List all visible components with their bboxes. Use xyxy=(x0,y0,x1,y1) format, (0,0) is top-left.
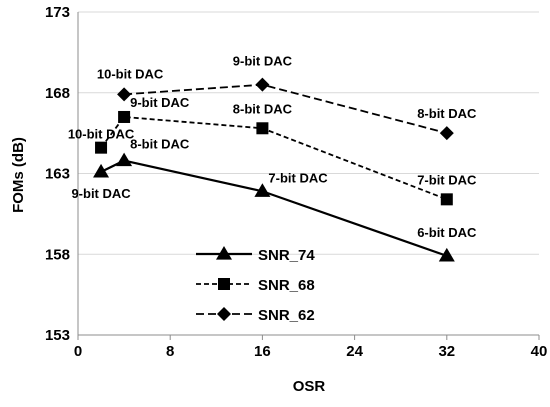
y-tick-label-4: 173 xyxy=(45,4,70,21)
legend-entry-SNR_68: SNR_68 xyxy=(196,277,315,294)
series-line-SNR_68 xyxy=(100,116,448,201)
data-point-SNR_68-2 xyxy=(256,122,269,135)
legend-entry-SNR_74: SNR_74 xyxy=(196,246,315,264)
grid-layer xyxy=(78,11,539,255)
legend-label-SNR_68: SNR_68 xyxy=(258,277,315,294)
series-SNR_68 xyxy=(95,110,453,206)
data-point-SNR_68-3 xyxy=(440,193,453,206)
series-SNR_74 xyxy=(93,152,455,262)
data-point-SNR_74-1 xyxy=(116,152,133,167)
data-label-SNR_62-0: 10-bit DAC xyxy=(97,66,164,81)
axis-layer: 153 158 163 168 173 0 8 16 24 32 40 xyxy=(45,4,547,360)
series-layer xyxy=(93,77,455,262)
data-label-SNR_62-1: 9-bit DAC xyxy=(233,54,293,69)
legend-marker-SNR_62 xyxy=(217,307,231,321)
data-point-SNR_62-2 xyxy=(439,126,454,141)
point-label-layer: 9-bit DAC 8-bit DAC 7-bit DAC 6-bit DAC 10-b… xyxy=(68,54,477,240)
data-label-SNR_68-0: 10-bit DAC xyxy=(68,127,135,142)
data-point-SNR_62-1 xyxy=(255,77,270,92)
x-tick-label-4: 32 xyxy=(438,343,455,360)
y-tick-label-3: 168 xyxy=(45,85,70,102)
data-point-SNR_68-0 xyxy=(95,141,108,154)
y-tick-label-1: 158 xyxy=(45,246,70,263)
data-label-SNR_68-3: 7-bit DAC xyxy=(417,172,477,187)
data-label-SNR_68-1: 9-bit DAC xyxy=(130,95,190,110)
x-tick-label-5: 40 xyxy=(531,343,548,360)
x-tick-label-2: 16 xyxy=(254,343,271,360)
x-tick-label-0: 0 xyxy=(74,343,82,360)
data-label-SNR_74-1: 8-bit DAC xyxy=(130,137,190,152)
series-SNR_62 xyxy=(117,77,454,141)
data-point-SNR_68-1 xyxy=(118,110,131,123)
y-tick-label-2: 163 xyxy=(45,166,70,183)
data-label-SNR_68-2: 8-bit DAC xyxy=(233,101,293,116)
data-label-SNR_74-3: 6-bit DAC xyxy=(417,225,477,240)
x-tick-label-3: 24 xyxy=(346,343,363,360)
legend-entry-SNR_62: SNR_62 xyxy=(196,307,315,324)
data-point-SNR_74-2 xyxy=(254,183,271,197)
y-tick-label-0: 153 xyxy=(45,327,70,344)
legend-marker-SNR_74 xyxy=(216,246,232,260)
legend-marker-SNR_68 xyxy=(218,278,230,290)
legend-label-SNR_62: SNR_62 xyxy=(258,307,315,324)
data-label-SNR_62-2: 8-bit DAC xyxy=(417,106,477,121)
y-axis-title: FOMs (dB) xyxy=(10,137,27,213)
x-tick-label-1: 8 xyxy=(166,343,174,360)
data-point-SNR_62-0 xyxy=(117,87,132,102)
data-point-SNR_74-0 xyxy=(93,163,110,178)
legend: SNR_74 SNR_68 SNR_62 xyxy=(196,246,315,324)
x-axis-title: OSR xyxy=(293,378,326,395)
data-point-SNR_74-3 xyxy=(438,247,455,262)
data-label-SNR_74-2: 7-bit DAC xyxy=(268,170,328,185)
legend-label-SNR_74: SNR_74 xyxy=(258,247,315,264)
series-line-SNR_74 xyxy=(100,159,448,257)
data-label-SNR_74-0: 9-bit DAC xyxy=(71,186,131,201)
